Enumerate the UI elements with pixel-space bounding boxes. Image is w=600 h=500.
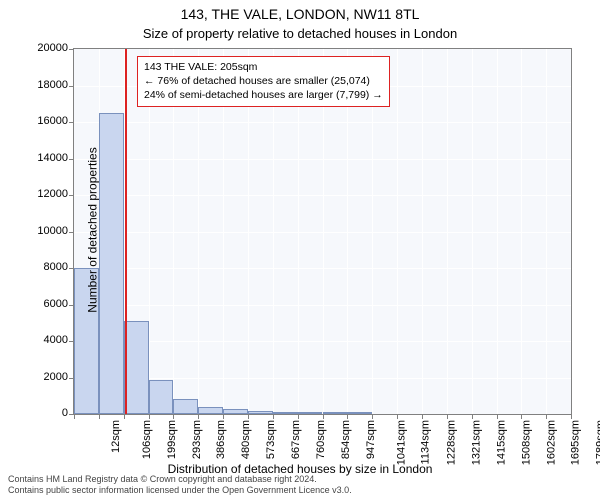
x-tick (198, 414, 199, 419)
annotation-box: 143 THE VALE: 205sqm ← 76% of detached h… (137, 56, 390, 107)
gridline-v (497, 49, 498, 414)
x-tick-label: 1602sqm (545, 420, 557, 465)
x-tick (74, 414, 75, 419)
y-tick-label: 16000 (37, 115, 68, 127)
x-tick-label: 854sqm (340, 420, 352, 459)
x-tick (273, 414, 274, 419)
y-tick-label: 2000 (44, 371, 68, 383)
y-tick (69, 195, 74, 196)
y-tick-label: 10000 (37, 225, 68, 237)
x-tick-label: 1228sqm (445, 420, 457, 465)
plot-area: 143 THE VALE: 205sqm ← 76% of detached h… (73, 48, 572, 415)
y-tick (69, 232, 74, 233)
x-tick (124, 414, 125, 419)
x-tick-label: 293sqm (191, 420, 203, 459)
x-tick (223, 414, 224, 419)
histogram-bar (273, 412, 298, 414)
footer-text: Contains HM Land Registry data © Crown c… (8, 474, 352, 496)
x-tick (298, 414, 299, 419)
y-tick-label: 20000 (37, 42, 68, 54)
x-tick-label: 1508sqm (520, 420, 532, 465)
x-tick (397, 414, 398, 419)
x-tick (323, 414, 324, 419)
histogram-bar (198, 407, 223, 414)
histogram-bar (323, 412, 348, 414)
gridline-v (447, 49, 448, 414)
x-tick (173, 414, 174, 419)
x-tick (447, 414, 448, 419)
x-tick-label: 573sqm (265, 420, 277, 459)
x-tick-label: 1789sqm (595, 420, 600, 465)
histogram-bar (347, 412, 372, 414)
gridline-v (397, 49, 398, 414)
x-tick-label: 1041sqm (396, 420, 408, 465)
gridline-v (422, 49, 423, 414)
chart-container: 143, THE VALE, LONDON, NW11 8TL Size of … (0, 0, 600, 500)
annotation-line-1: 143 THE VALE: 205sqm (144, 60, 383, 74)
x-tick (149, 414, 150, 419)
y-tick-label: 8000 (44, 261, 68, 273)
chart-title: Size of property relative to detached ho… (0, 26, 600, 41)
gridline-v (521, 49, 522, 414)
x-tick-label: 386sqm (216, 420, 228, 459)
histogram-bar (298, 412, 323, 414)
y-tick-label: 4000 (44, 334, 68, 346)
x-tick-label: 1695sqm (570, 420, 582, 465)
y-tick-label: 18000 (37, 79, 68, 91)
x-tick (546, 414, 547, 419)
x-tick (347, 414, 348, 419)
x-tick-label: 12sqm (110, 420, 122, 453)
x-tick (372, 414, 373, 419)
annotation-line-3: 24% of semi-detached houses are larger (… (144, 88, 383, 102)
histogram-bar (223, 409, 248, 414)
gridline-v (472, 49, 473, 414)
x-tick-label: 667sqm (290, 420, 302, 459)
annotation-line-2: ← 76% of detached houses are smaller (25… (144, 74, 383, 88)
y-tick (69, 86, 74, 87)
x-tick-label: 947sqm (365, 420, 377, 459)
x-tick-label: 1134sqm (420, 420, 432, 464)
y-tick-label: 6000 (44, 298, 68, 310)
y-tick (69, 159, 74, 160)
y-tick-label: 0 (62, 407, 68, 419)
x-tick (472, 414, 473, 419)
y-tick (69, 122, 74, 123)
marker-line (125, 49, 127, 414)
histogram-bar (248, 411, 273, 414)
histogram-bar (124, 321, 149, 414)
x-tick (497, 414, 498, 419)
y-tick-label: 14000 (37, 152, 68, 164)
histogram-bar (99, 113, 124, 414)
chart-supertitle: 143, THE VALE, LONDON, NW11 8TL (0, 6, 600, 22)
gridline-v (546, 49, 547, 414)
x-tick (99, 414, 100, 419)
histogram-bar (149, 380, 174, 414)
x-tick-label: 106sqm (141, 420, 153, 459)
y-tick-label: 12000 (37, 188, 68, 200)
x-tick-label: 760sqm (315, 420, 327, 459)
x-tick (422, 414, 423, 419)
x-tick (248, 414, 249, 419)
x-tick-label: 199sqm (166, 420, 178, 459)
x-tick (521, 414, 522, 419)
y-axis-label: Number of detached properties (86, 147, 100, 312)
x-tick-label: 1321sqm (470, 420, 482, 465)
x-tick-label: 480sqm (241, 420, 253, 459)
y-tick (69, 49, 74, 50)
x-tick (571, 414, 572, 419)
histogram-bar (173, 399, 198, 415)
x-tick-label: 1415sqm (495, 420, 507, 465)
